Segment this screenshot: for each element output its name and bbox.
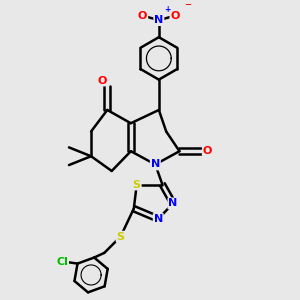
Text: S: S bbox=[133, 179, 141, 190]
Text: O: O bbox=[170, 11, 180, 21]
Text: N: N bbox=[151, 160, 160, 170]
Text: S: S bbox=[116, 232, 124, 242]
Text: O: O bbox=[203, 146, 212, 156]
Text: O: O bbox=[138, 11, 147, 21]
Text: +: + bbox=[165, 5, 171, 14]
Text: Cl: Cl bbox=[56, 257, 68, 267]
Text: −: − bbox=[184, 0, 191, 9]
Text: O: O bbox=[97, 76, 107, 85]
Text: N: N bbox=[154, 214, 163, 224]
Text: N: N bbox=[168, 198, 178, 208]
Text: N: N bbox=[154, 15, 164, 25]
